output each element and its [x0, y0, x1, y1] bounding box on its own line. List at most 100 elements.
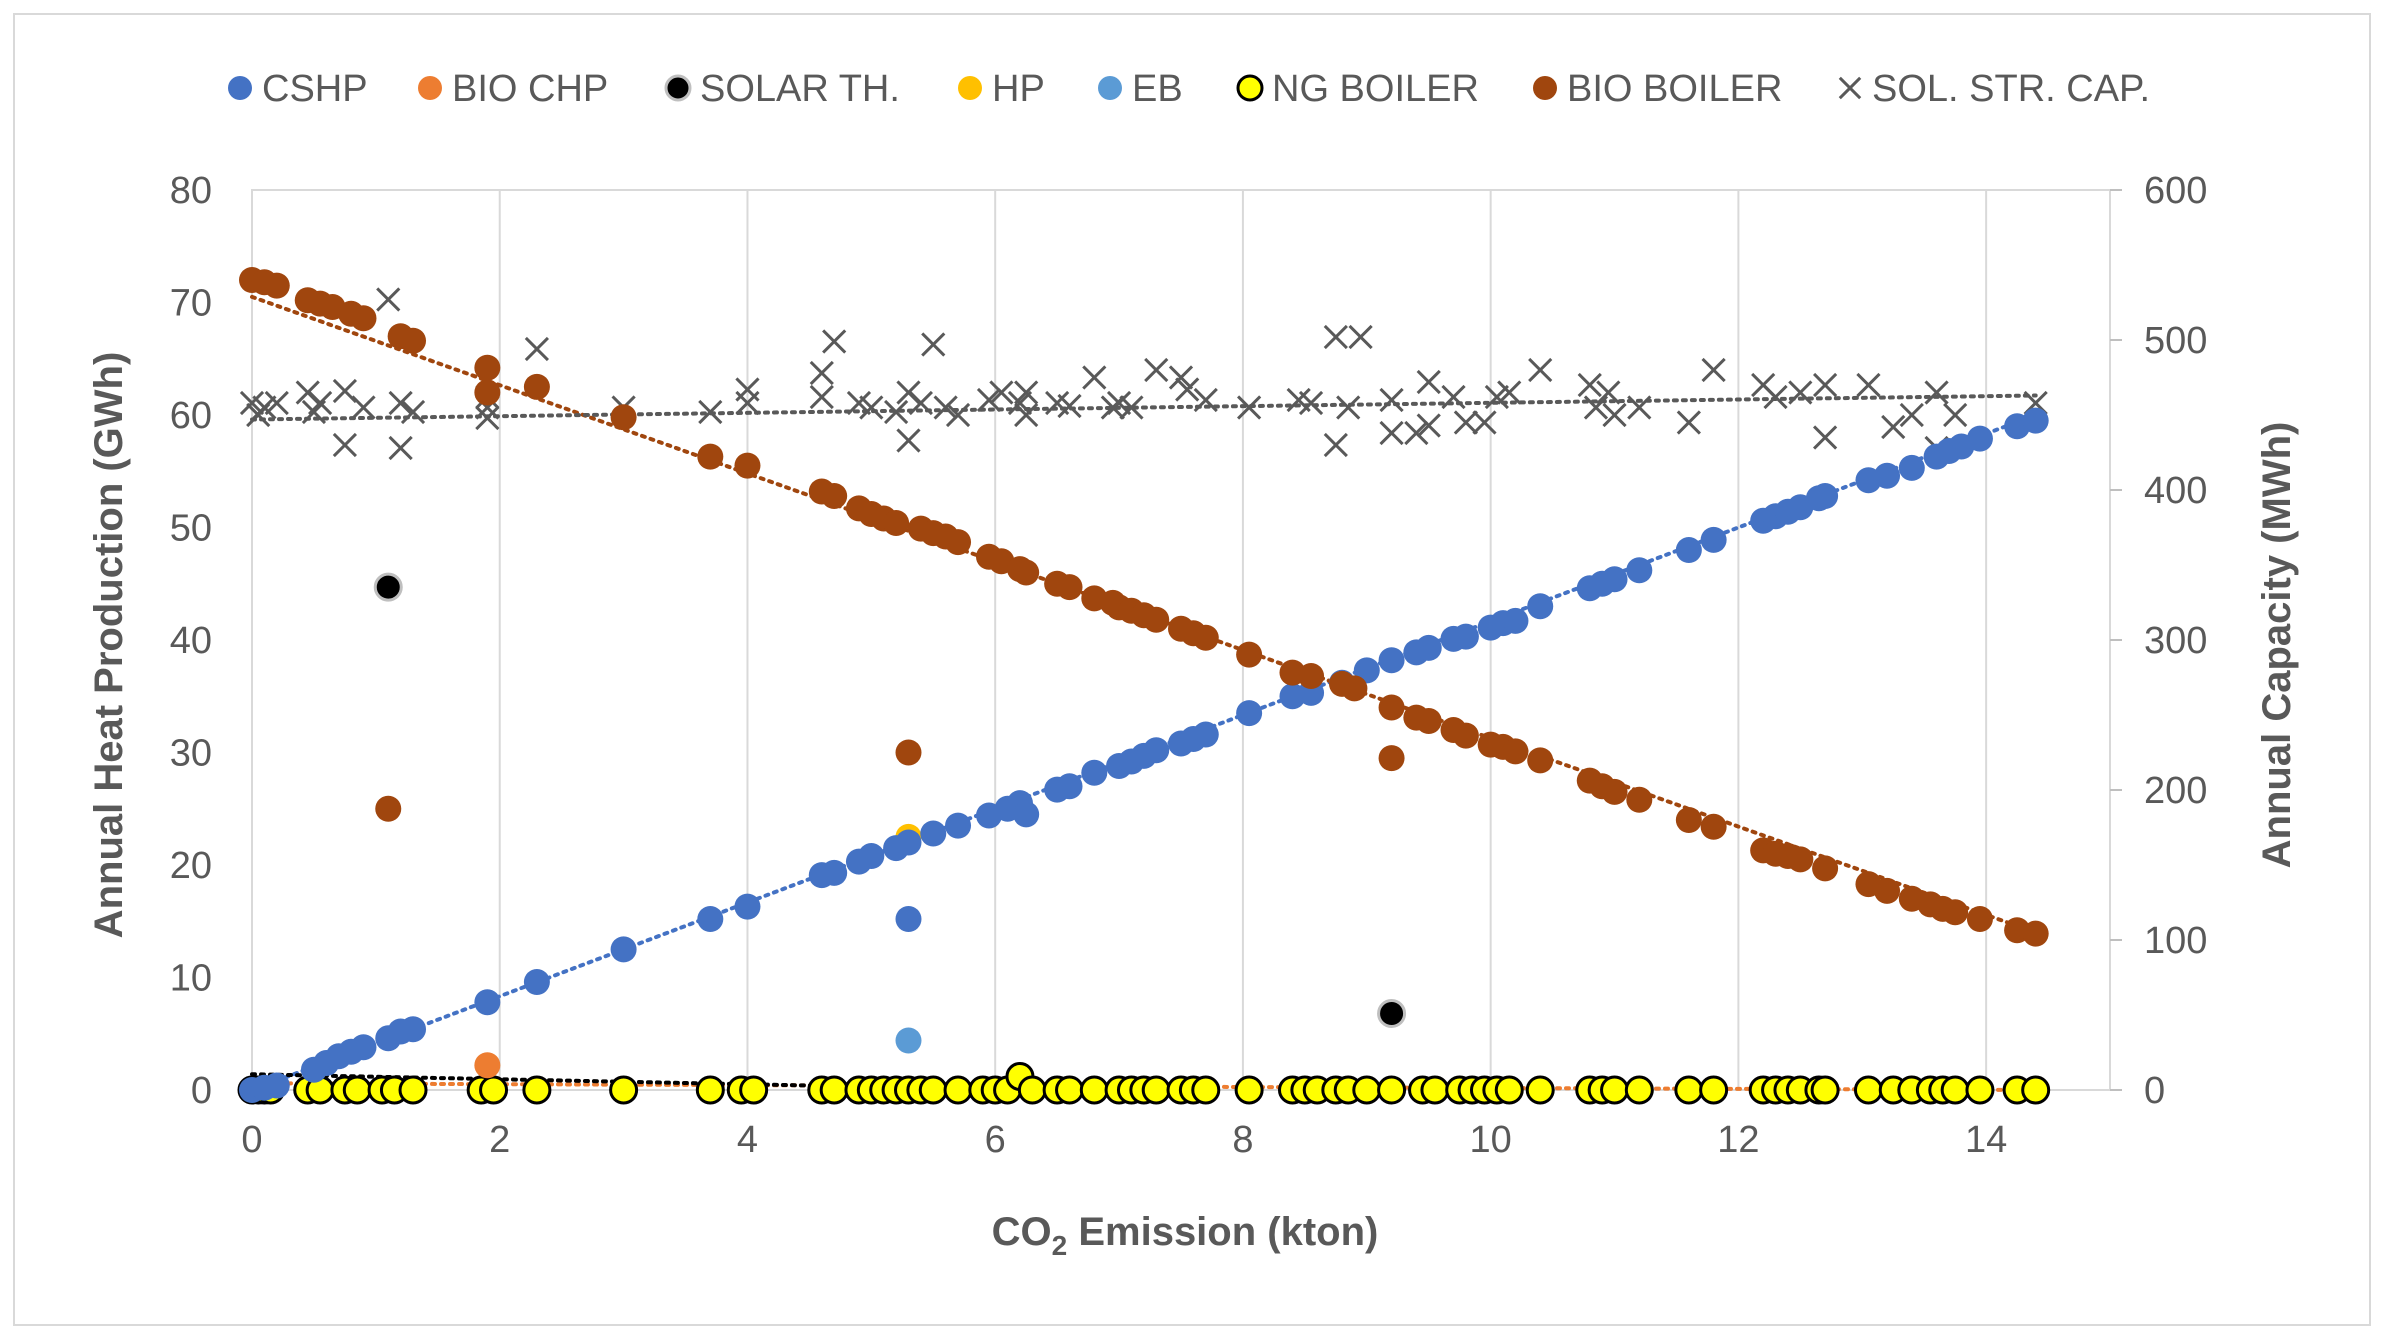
point-sol-str-cap	[809, 384, 834, 410]
point-ng-boiler	[1141, 1075, 1171, 1105]
legend-marker-eb	[1098, 76, 1122, 100]
point-sol-str-cap	[1441, 384, 1466, 410]
y-tick-label: 10	[170, 958, 212, 1000]
point-sol-str-cap	[1676, 410, 1701, 435]
y-tick-label: 70	[170, 283, 212, 325]
cross-stroke	[1701, 357, 1726, 383]
point-ng-boiler	[1965, 1075, 1995, 1105]
point-bio-boiler	[1700, 813, 1727, 840]
x-tick-label: 10	[1470, 1119, 1512, 1161]
cross-stroke	[1881, 414, 1906, 440]
point-ng-boiler	[1017, 1075, 1047, 1105]
point-solar-th	[373, 572, 403, 602]
point-cshp	[1452, 623, 1479, 650]
legend-marker-ng-boiler	[1236, 74, 1264, 102]
legend-label-cshp: CSHP	[262, 68, 368, 110]
cross-stroke	[859, 395, 884, 420]
point-cshp	[734, 893, 761, 920]
point-ng-boiler	[1853, 1075, 1883, 1105]
point-sol-str-cap	[1082, 365, 1107, 390]
point-cshp	[1527, 593, 1554, 620]
point-ng-boiler	[1525, 1075, 1555, 1105]
point-sol-str-cap	[1701, 357, 1726, 383]
cross-stroke	[735, 390, 760, 416]
point-bio-boiler	[1675, 807, 1702, 833]
point-sol-str-cap	[1144, 357, 1169, 383]
y-tick-label: 0	[191, 1070, 212, 1112]
point-ng-boiler	[819, 1075, 849, 1105]
point-ng-boiler	[1810, 1075, 1840, 1105]
point-bio-boiler	[400, 327, 427, 354]
legend-item-cshp: CSHP	[228, 68, 368, 110]
cross-stroke	[376, 287, 401, 312]
point-bio-boiler	[375, 795, 402, 822]
point-sol-str-cap	[735, 390, 760, 416]
point-bio-boiler	[1236, 641, 1263, 668]
point-ng-boiler	[522, 1075, 552, 1105]
point-ng-boiler	[398, 1075, 428, 1105]
cross-stroke	[989, 380, 1014, 405]
point-ng-boiler	[1699, 1075, 1729, 1105]
point-sol-str-cap	[264, 390, 289, 416]
cross-stroke	[388, 435, 413, 461]
cross-stroke	[1045, 390, 1070, 416]
point-bio-boiler	[1812, 855, 1839, 882]
point-bio-boiler	[350, 305, 377, 332]
point-cshp	[474, 989, 501, 1016]
y-tick-label: 20	[170, 845, 212, 887]
point-bio-boiler	[1874, 877, 1901, 904]
point-cshp	[1143, 737, 1170, 764]
point-sol-str-cap	[1596, 380, 1621, 405]
cross-stroke	[308, 390, 333, 416]
legend-label-hp: HP	[992, 68, 1045, 110]
point-sol-str-cap	[933, 395, 958, 420]
point-sol-str-cap	[921, 332, 946, 357]
plot-area	[251, 189, 2122, 1091]
point-solar-th	[1377, 999, 1407, 1028]
point-cshp	[1675, 537, 1702, 563]
point-cshp	[610, 936, 637, 963]
point-sol-str-cap	[351, 395, 376, 420]
x-tick-label: 14	[1965, 1119, 2007, 1161]
point-cshp	[1812, 483, 1839, 509]
cross-stroke	[1899, 402, 1924, 428]
y2-tick-label: 200	[2144, 770, 2207, 812]
x-axis-title-rest: Emission (kton)	[1067, 1210, 1378, 1254]
point-bio-boiler	[895, 739, 922, 766]
point-sol-str-cap	[976, 387, 1002, 413]
cross-stroke	[1379, 387, 1404, 413]
point-sol-str-cap	[822, 329, 847, 354]
point-sol-str-cap	[945, 402, 971, 428]
point-cshp	[263, 1072, 290, 1099]
x-tick-label: 2	[489, 1119, 510, 1161]
legend-label-sol-str-cap: SOL. STR. CAP.	[1872, 68, 2150, 110]
point-sol-str-cap	[388, 390, 413, 416]
legend-label-solar-th: SOLAR TH.	[700, 68, 900, 110]
point-sol-str-cap	[1193, 387, 1218, 413]
y2-tick-label: 500	[2144, 320, 2207, 362]
point-sol-str-cap	[1812, 425, 1838, 450]
point-bio-boiler	[610, 404, 637, 431]
point-bio-boiler	[474, 379, 501, 406]
point-sol-str-cap	[1924, 380, 1949, 405]
point-sol-str-cap	[1379, 387, 1404, 413]
cross-stroke	[1193, 387, 1218, 413]
point-cshp	[1502, 607, 1529, 634]
point-ng-boiler	[1377, 1075, 1407, 1105]
legend-item-bio-chp: BIO CHP	[418, 68, 608, 110]
cross-stroke	[1812, 372, 1838, 398]
point-ng-boiler	[479, 1075, 509, 1105]
point-ng-boiler	[1600, 1075, 1630, 1105]
cross-stroke	[524, 336, 550, 362]
point-sol-str-cap	[1175, 377, 1200, 402]
point-sol-str-cap	[1336, 395, 1361, 420]
cross-stroke	[1441, 384, 1466, 410]
x-tick-label: 0	[241, 1119, 262, 1161]
cross-stroke	[908, 390, 933, 416]
point-sol-str-cap	[1943, 402, 1968, 428]
x-axis-title-subscript: 2	[1052, 1230, 1068, 1261]
point-bio-boiler	[2022, 920, 2049, 947]
cross-stroke	[1298, 390, 1324, 416]
point-bio-boiler	[474, 354, 501, 381]
point-cshp	[1700, 526, 1727, 553]
